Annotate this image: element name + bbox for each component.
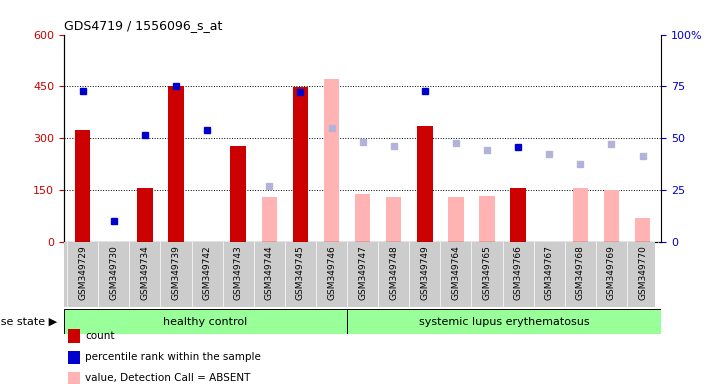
Text: value, Detection Call = ABSENT: value, Detection Call = ABSENT <box>85 373 251 383</box>
Bar <box>324 79 339 242</box>
Text: GSM349743: GSM349743 <box>234 245 242 300</box>
Bar <box>417 126 432 242</box>
Text: GSM349749: GSM349749 <box>420 245 429 300</box>
Text: GDS4719 / 1556096_s_at: GDS4719 / 1556096_s_at <box>64 19 223 32</box>
Text: GSM349767: GSM349767 <box>545 245 554 300</box>
Text: disease state ▶: disease state ▶ <box>0 316 57 327</box>
Bar <box>635 218 651 242</box>
Bar <box>230 146 246 242</box>
Text: healthy control: healthy control <box>164 316 247 327</box>
Text: GSM349730: GSM349730 <box>109 245 118 300</box>
Bar <box>262 197 277 242</box>
Bar <box>293 87 308 242</box>
Text: percentile rank within the sample: percentile rank within the sample <box>85 352 261 362</box>
Text: systemic lupus erythematosus: systemic lupus erythematosus <box>419 316 589 327</box>
Bar <box>347 309 661 334</box>
Text: GSM349766: GSM349766 <box>513 245 523 300</box>
Bar <box>448 197 464 242</box>
Text: GSM349770: GSM349770 <box>638 245 647 300</box>
Text: count: count <box>85 331 114 341</box>
Bar <box>604 190 619 242</box>
Text: GSM349748: GSM349748 <box>389 245 398 300</box>
Text: GSM349744: GSM349744 <box>264 245 274 300</box>
Text: GSM349747: GSM349747 <box>358 245 367 300</box>
Text: GSM349734: GSM349734 <box>140 245 149 300</box>
Text: GSM349746: GSM349746 <box>327 245 336 300</box>
Bar <box>386 197 402 242</box>
Text: GSM349769: GSM349769 <box>607 245 616 300</box>
Bar <box>169 86 183 242</box>
Bar <box>230 218 246 242</box>
Bar <box>355 194 370 242</box>
Text: GSM349745: GSM349745 <box>296 245 305 300</box>
Text: GSM349764: GSM349764 <box>451 245 461 300</box>
Bar <box>64 309 347 334</box>
Bar <box>137 189 153 242</box>
Bar <box>572 189 588 242</box>
Text: GSM349739: GSM349739 <box>171 245 181 300</box>
Text: GSM349765: GSM349765 <box>483 245 491 300</box>
Bar <box>510 189 526 242</box>
Text: GSM349742: GSM349742 <box>203 245 212 300</box>
Text: GSM349768: GSM349768 <box>576 245 585 300</box>
Bar <box>75 130 90 242</box>
Text: GSM349729: GSM349729 <box>78 245 87 300</box>
Bar <box>479 196 495 242</box>
